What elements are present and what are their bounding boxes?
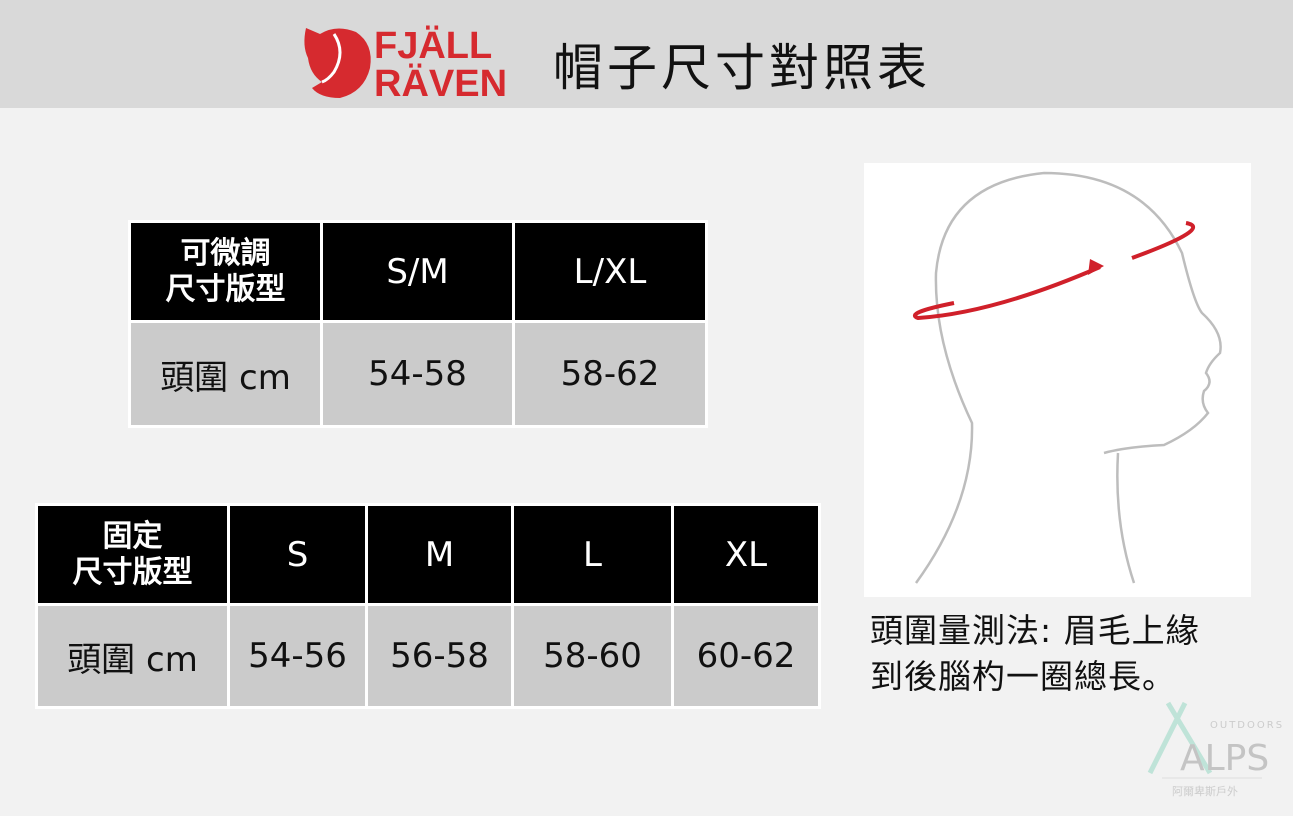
svg-text:ALPS: ALPS bbox=[1180, 738, 1269, 779]
table-cell: 58-60 bbox=[514, 606, 671, 706]
row-label: 頭圍 cm bbox=[38, 606, 227, 706]
header-cell: L bbox=[514, 506, 671, 603]
svg-text:FJÄLL: FJÄLL bbox=[374, 24, 492, 67]
alps-watermark: OUTDOORS ALPS 阿爾卑斯戶外 bbox=[1140, 695, 1290, 805]
header-cell: XL bbox=[674, 506, 818, 603]
table-cell: 58-62 bbox=[515, 323, 705, 425]
header-bar: FJÄLL RÄVEN 帽子尺寸對照表 bbox=[0, 0, 1293, 108]
header-cell: L/XL bbox=[515, 223, 705, 320]
label-line: 可微調 bbox=[180, 235, 271, 271]
page-title: 帽子尺寸對照表 bbox=[553, 39, 931, 97]
row-label: 頭圍 cm bbox=[131, 323, 320, 425]
head-measurement-illustration bbox=[864, 163, 1251, 597]
label-line: 固定 bbox=[102, 518, 163, 554]
table-cell: 54-56 bbox=[230, 606, 365, 706]
table-header-row: 固定 尺寸版型 S M L XL bbox=[38, 506, 818, 603]
fjallraven-logo: FJÄLL RÄVEN bbox=[298, 18, 518, 105]
caption-line: 到後腦杓一圈總長。 bbox=[870, 657, 1176, 696]
table-cell: 54-58 bbox=[323, 323, 512, 425]
header-cell: M bbox=[368, 506, 511, 603]
table-cell: 56-58 bbox=[368, 606, 511, 706]
table-row: 頭圍 cm 54-56 56-58 58-60 60-62 bbox=[38, 606, 818, 706]
table-cell: 60-62 bbox=[674, 606, 818, 706]
header-label: 可微調 尺寸版型 bbox=[131, 223, 320, 320]
table-header-row: 可微調 尺寸版型 S/M L/XL bbox=[131, 223, 705, 320]
table-row: 頭圍 cm 54-58 58-62 bbox=[131, 323, 705, 425]
label-line: 尺寸版型 bbox=[165, 271, 286, 307]
fixed-size-table: 固定 尺寸版型 S M L XL 頭圍 cm 54-56 56-58 58-60 … bbox=[35, 503, 821, 709]
label-line: 尺寸版型 bbox=[72, 554, 193, 590]
caption-line: 頭圍量測法: 眉毛上緣 bbox=[870, 611, 1200, 650]
header-cell: S bbox=[230, 506, 365, 603]
measurement-caption: 頭圍量測法: 眉毛上緣 到後腦杓一圈總長。 bbox=[870, 608, 1200, 700]
header-cell: S/M bbox=[323, 223, 512, 320]
svg-text:阿爾卑斯戶外: 阿爾卑斯戶外 bbox=[1172, 784, 1238, 798]
svg-text:OUTDOORS: OUTDOORS bbox=[1210, 720, 1284, 731]
adjustable-size-table: 可微調 尺寸版型 S/M L/XL 頭圍 cm 54-58 58-62 bbox=[128, 220, 708, 428]
header-label: 固定 尺寸版型 bbox=[38, 506, 227, 603]
svg-text:RÄVEN: RÄVEN bbox=[374, 62, 507, 100]
